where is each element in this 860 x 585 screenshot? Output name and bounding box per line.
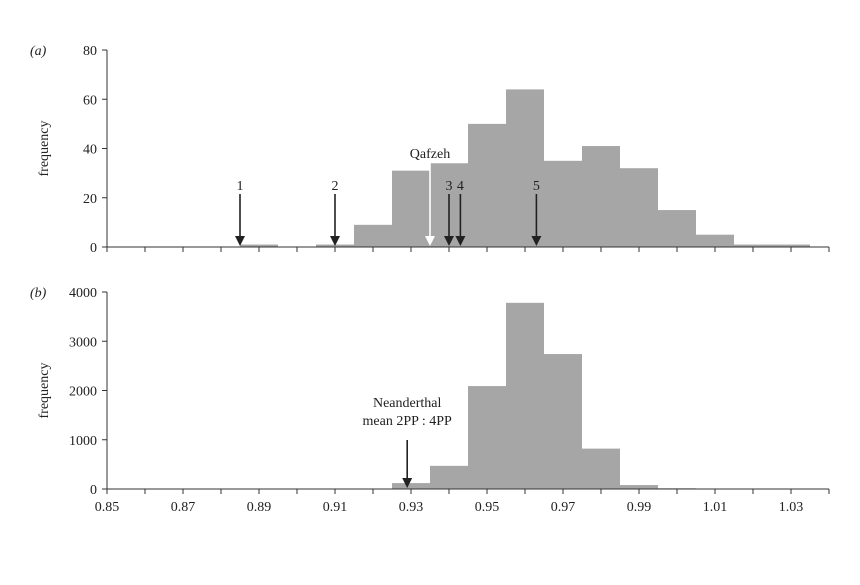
histogram-bar — [658, 210, 696, 247]
y-axis-label: frequency — [37, 121, 52, 177]
histogram-bar — [468, 123, 506, 247]
panel-a: 0 20 40 60 80 (a) frequency 1 2 3 4 5 Qafzeh — [30, 44, 830, 256]
histogram-bar — [582, 448, 620, 489]
y-axis-label: frequency — [37, 363, 52, 419]
x-tick-label: 1.01 — [703, 500, 728, 515]
histogram-bar — [392, 170, 430, 247]
y-tick-label: 20 — [83, 192, 97, 207]
sample-marker-arrow-head — [444, 236, 454, 246]
sample-marker-label: 2 — [332, 179, 339, 194]
panel-label: (a) — [30, 44, 47, 59]
qafzeh-reference-arrow — [425, 70, 435, 246]
x-tick-label: 0.89 — [247, 500, 272, 515]
neanderthal-marker-label-line: Neanderthal — [373, 396, 442, 411]
sample-marker-arrow — [455, 194, 466, 246]
histogram-bar — [696, 234, 734, 247]
y-tick-label: 40 — [83, 143, 97, 158]
histogram-bar — [544, 160, 582, 247]
sample-marker-arrow-head — [531, 236, 542, 246]
panel-b: 0 1000 2000 3000 4000 0.85 0.87 0.89 0.91 0.93 0.9… — [30, 286, 830, 515]
neanderthal-marker-label-line: mean 2PP : 4PP — [363, 414, 453, 429]
qafzeh-label: Qafzeh — [410, 147, 450, 162]
sample-marker-label: 3 — [446, 179, 453, 194]
y-tick-label: 4000 — [69, 286, 97, 301]
y-tick-label: 60 — [83, 93, 97, 108]
histogram-bar — [354, 224, 392, 247]
histogram-bar — [772, 244, 810, 247]
histogram-bar — [468, 386, 506, 489]
sample-marker-arrow-head — [455, 236, 466, 246]
sample-marker-arrow — [444, 194, 454, 246]
x-tick-label: 0.87 — [171, 500, 196, 515]
neanderthal-marker-label: Neanderthal mean 2PP : 4PP — [363, 396, 453, 429]
x-tick-label: 0.85 — [95, 500, 120, 515]
y-tick-label: 3000 — [69, 335, 97, 350]
y-tick-label: 2000 — [69, 385, 97, 400]
sample-marker-arrow-head — [330, 236, 340, 246]
neanderthal-marker-arrow-head — [402, 478, 413, 488]
histogram-bar — [506, 89, 544, 248]
histogram-bar — [734, 244, 772, 247]
histogram-bar — [620, 168, 658, 247]
sample-marker-arrow — [531, 194, 542, 246]
y-tick-label: 1000 — [69, 434, 97, 449]
sample-marker-label: 4 — [457, 179, 464, 194]
x-tick-label: 0.91 — [323, 500, 348, 515]
neanderthal-marker-arrow — [402, 440, 413, 488]
histogram-bar — [544, 354, 582, 489]
x-tick-label: 0.99 — [627, 500, 652, 515]
y-tick-label: 80 — [83, 44, 97, 59]
sample-marker-arrow — [330, 194, 340, 246]
x-tick-label: 0.93 — [399, 500, 424, 515]
histogram-bar — [620, 485, 658, 489]
x-tick-label: 1.03 — [779, 500, 804, 515]
x-tick-label: 0.97 — [551, 500, 576, 515]
qafzeh-reference-arrow-head — [425, 236, 435, 246]
histogram-bar — [392, 483, 430, 489]
x-tick-label: 0.95 — [475, 500, 500, 515]
sample-marker-label: 1 — [237, 179, 244, 194]
y-tick-label: 0 — [90, 241, 97, 256]
sample-marker-arrow-head — [235, 236, 245, 246]
sample-marker-arrow — [235, 194, 245, 246]
histogram-bar — [240, 244, 278, 247]
y-tick-label: 0 — [90, 483, 97, 498]
histogram-bar — [430, 465, 468, 489]
sample-marker-label: 5 — [533, 179, 540, 194]
histogram-bar — [506, 302, 544, 489]
histogram-bar — [582, 146, 620, 247]
panel-label: (b) — [30, 286, 47, 301]
